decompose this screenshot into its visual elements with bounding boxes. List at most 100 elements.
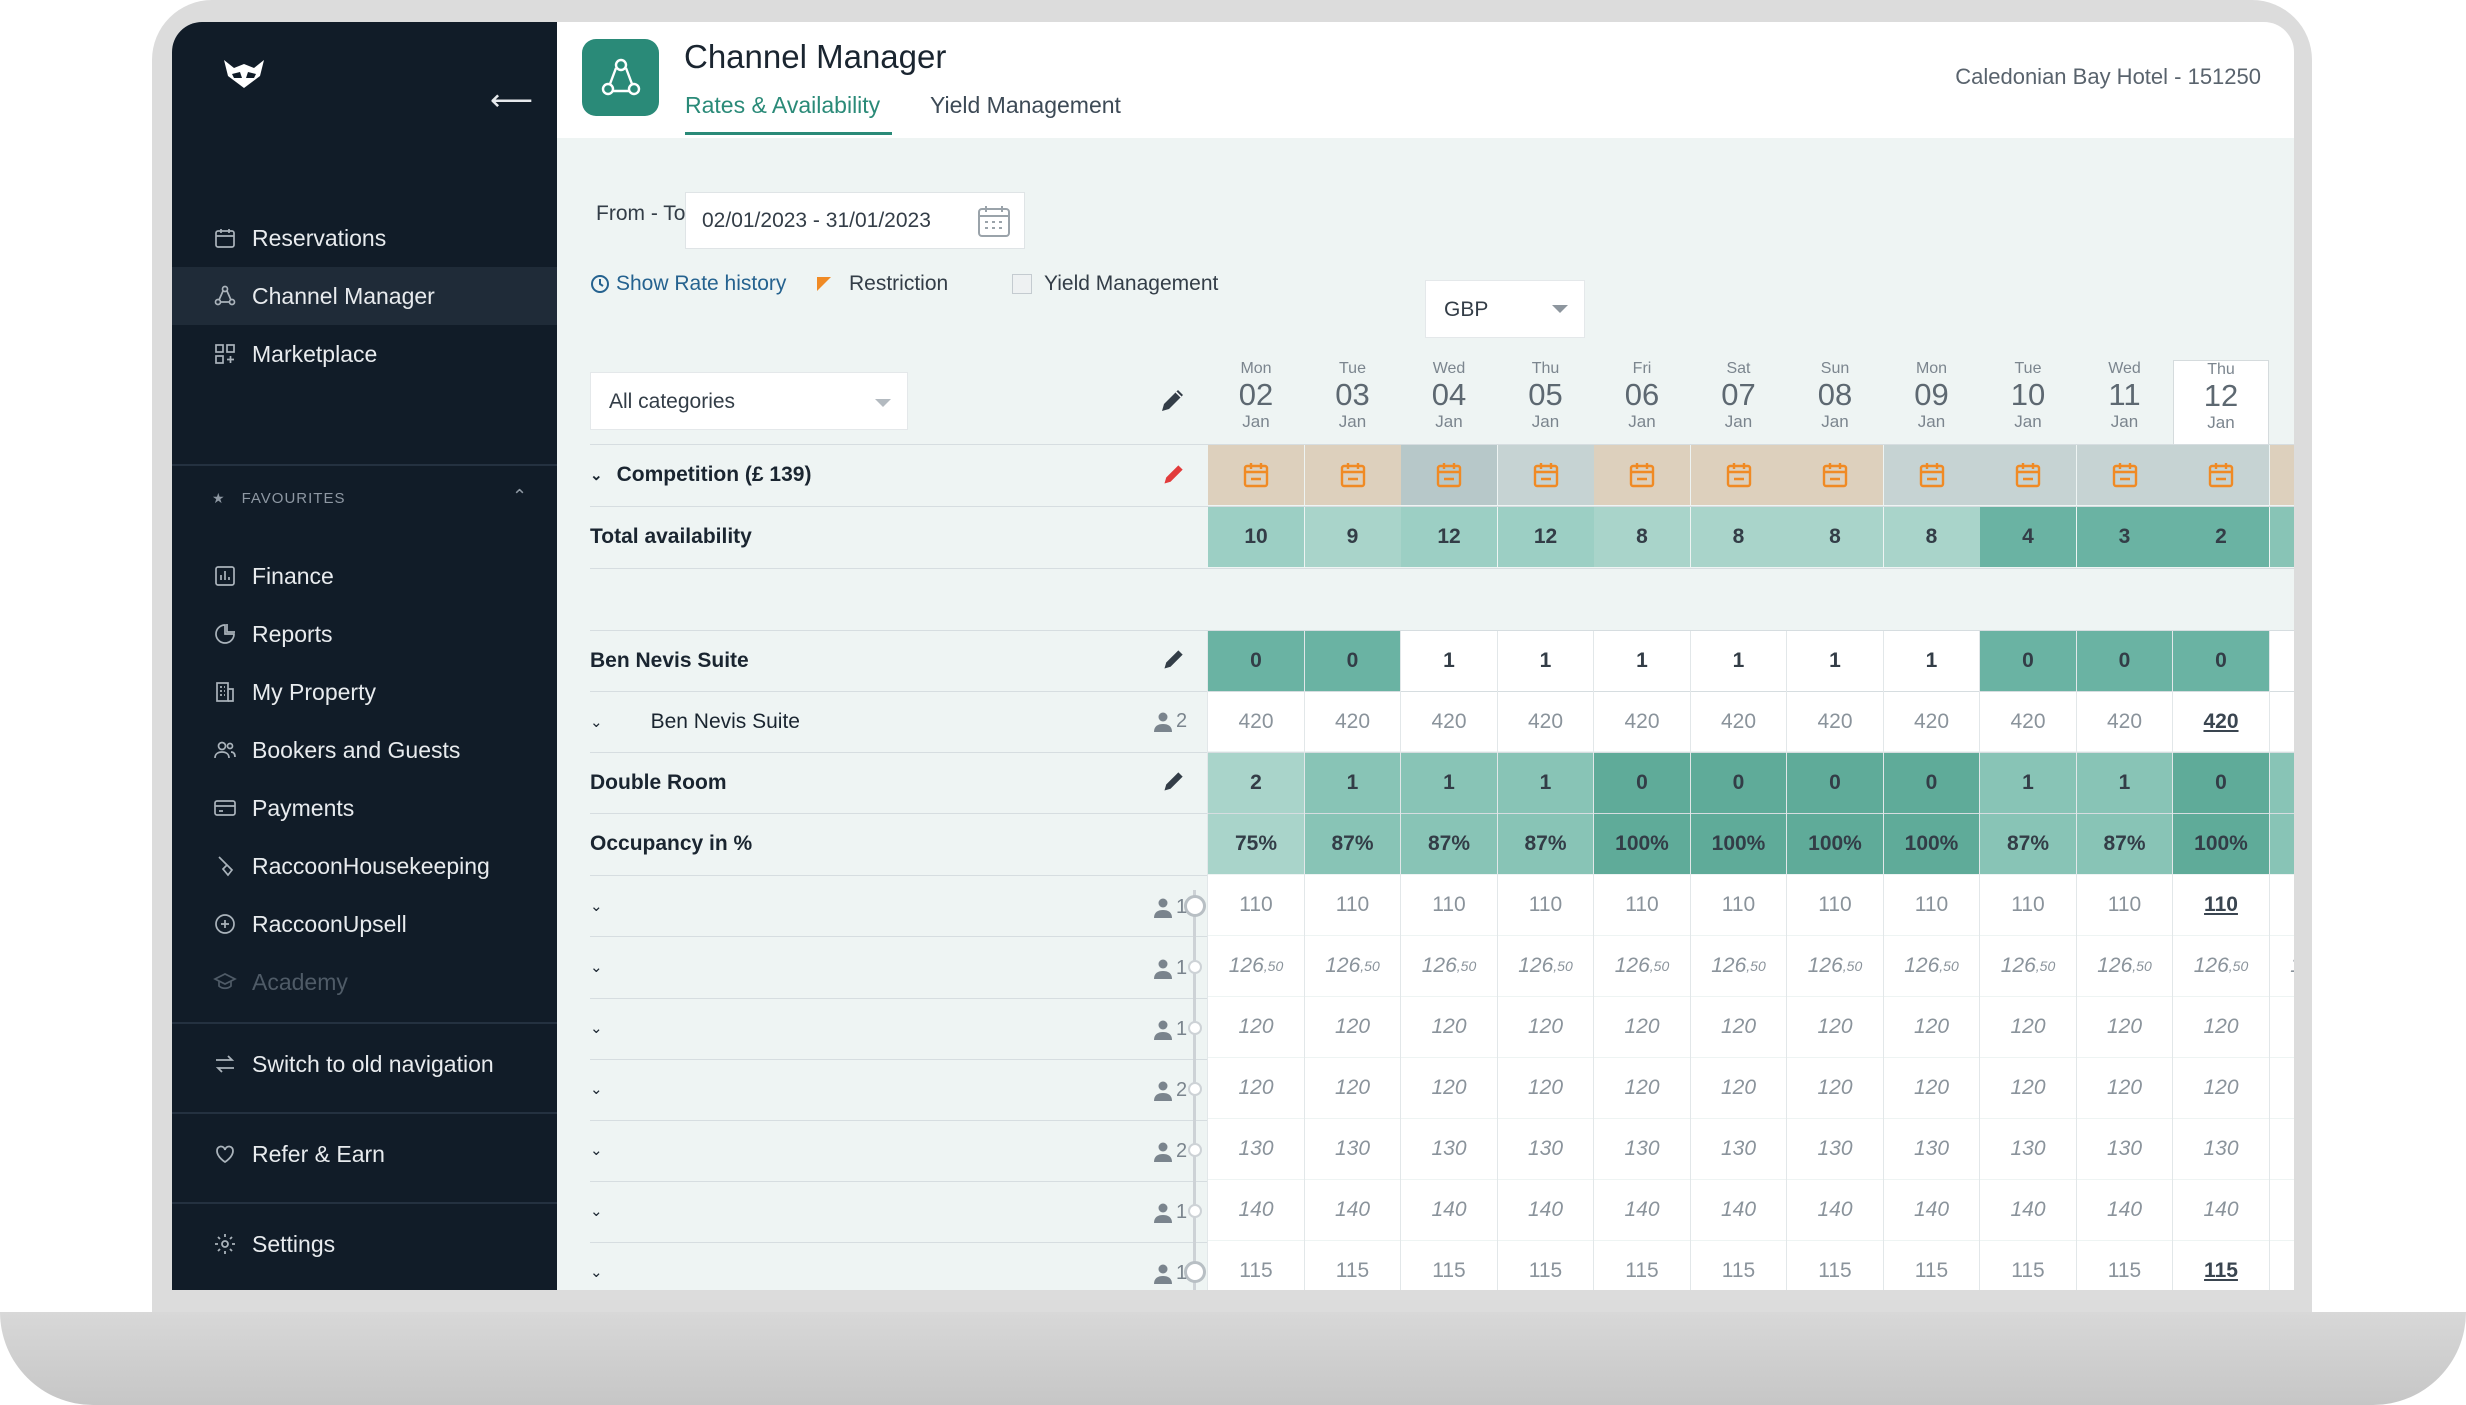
pencil-icon[interactable] <box>1158 385 1188 415</box>
chevron-down-icon[interactable]: ⌄ <box>590 1264 603 1281</box>
sidebar-item-my-property[interactable]: My Property <box>172 663 557 721</box>
sidebar-item-academy[interactable]: Academy <box>172 953 557 1011</box>
rate-cell[interactable]: 420 <box>1401 692 1497 751</box>
rate-cell[interactable]: 120 <box>1980 1058 2076 1118</box>
availability-cell[interactable]: 0 <box>2076 631 2173 691</box>
rate-radio[interactable] <box>1188 1143 1202 1157</box>
rate-cell[interactable]: 140 <box>1594 1180 1690 1240</box>
pencil-icon[interactable] <box>1161 768 1187 799</box>
raccoon-logo[interactable] <box>220 54 268 94</box>
rate-cell[interactable]: 140 <box>1883 1180 1980 1240</box>
sidebar-item-raccoonhousekeeping[interactable]: RaccoonHousekeeping <box>172 837 557 895</box>
rate-cell[interactable]: 130 <box>2269 1119 2294 1179</box>
rate-cell[interactable]: 126,50 <box>1787 936 1883 996</box>
chevron-down-icon[interactable]: ⌄ <box>590 1020 603 1037</box>
rate-cell[interactable]: 140 <box>1787 1180 1883 1240</box>
availability-cell[interactable]: 1 <box>1883 631 1980 691</box>
rate-cell[interactable]: 130 <box>1690 1119 1787 1179</box>
availability-cell[interactable]: 1 <box>2269 631 2294 691</box>
currency-select[interactable]: GBP <box>1425 280 1585 338</box>
rate-cell[interactable]: 110 <box>1304 875 1401 935</box>
rate-cell[interactable]: 120 <box>1690 997 1787 1057</box>
availability-cell[interactable]: 0 <box>2173 631 2269 691</box>
rate-cell[interactable]: 115 <box>2269 1241 2294 1290</box>
availability-cell[interactable]: 0 <box>1883 753 1980 813</box>
rate-cell[interactable]: 110 <box>1208 875 1304 935</box>
rate-cell[interactable]: 420 <box>1787 692 1883 751</box>
sidebar-item-finance[interactable]: Finance <box>172 547 557 605</box>
rate-cell[interactable]: 420 <box>2173 692 2269 751</box>
competition-cell[interactable] <box>1594 445 1690 505</box>
settings[interactable]: Settings <box>172 1215 557 1273</box>
rate-cell[interactable]: 130 <box>2173 1119 2269 1179</box>
availability-cell[interactable]: 2 <box>1208 753 1304 813</box>
rate-cell[interactable]: 126,50 <box>1594 936 1690 996</box>
availability-cell[interactable]: 1 <box>1401 753 1497 813</box>
rate-cell[interactable]: 110 <box>1883 875 1980 935</box>
sidebar-item-channel-manager[interactable]: Channel Manager <box>172 267 557 325</box>
rate-cell[interactable]: 120 <box>2173 1058 2269 1118</box>
rate-cell[interactable]: 420 <box>1208 692 1304 751</box>
rate-cell[interactable]: 115 <box>1883 1241 1980 1290</box>
rate-cell[interactable]: 115 <box>1690 1241 1787 1290</box>
rate-cell[interactable]: 120 <box>1690 1058 1787 1118</box>
rate-cell[interactable]: 140 <box>2173 1180 2269 1240</box>
competition-cell[interactable] <box>1304 445 1401 505</box>
availability-cell[interactable]: 1 <box>1594 631 1690 691</box>
availability-cell[interactable]: 1 <box>2269 753 2294 813</box>
chevron-down-icon[interactable]: ⌄ <box>590 467 603 484</box>
competition-cell[interactable] <box>2173 445 2269 505</box>
yield-management-checkbox[interactable]: Yield Management <box>1012 272 1218 296</box>
rate-cell[interactable]: 126,50 <box>1401 936 1497 996</box>
checkbox[interactable] <box>1012 274 1032 294</box>
rate-cell[interactable]: 110 <box>1594 875 1690 935</box>
rate-cell[interactable]: 120 <box>2076 1058 2173 1118</box>
rate-cell[interactable]: 140 <box>2076 1180 2173 1240</box>
rate-cell[interactable]: 120 <box>2269 1058 2294 1118</box>
rate-cell[interactable]: 140 <box>1304 1180 1401 1240</box>
pencil-icon[interactable] <box>1161 646 1187 677</box>
rate-cell[interactable]: 126,50 <box>1883 936 1980 996</box>
rate-cell[interactable]: 126,50 <box>1497 936 1594 996</box>
rate-cell[interactable]: 120 <box>1883 1058 1980 1118</box>
tab-rates-availability[interactable]: Rates & Availability <box>685 92 881 118</box>
competition-cell[interactable] <box>1208 445 1304 505</box>
rate-cell[interactable]: 110 <box>1690 875 1787 935</box>
rate-cell[interactable]: 120 <box>1980 997 2076 1057</box>
rate-cell[interactable]: 130 <box>1883 1119 1980 1179</box>
rate-cell[interactable]: 115 <box>1787 1241 1883 1290</box>
rate-cell[interactable]: 115 <box>1401 1241 1497 1290</box>
availability-cell[interactable]: 1 <box>1787 631 1883 691</box>
rate-cell[interactable]: 110 <box>2173 875 2269 935</box>
rate-cell[interactable]: 110 <box>1980 875 2076 935</box>
collapse-sidebar-icon[interactable]: ⟵ <box>490 84 534 117</box>
competition-cell[interactable] <box>1787 445 1883 505</box>
availability-cell[interactable]: 1 <box>1304 753 1401 813</box>
competition-cell[interactable] <box>2076 445 2173 505</box>
sidebar-item-raccoonupsell[interactable]: RaccoonUpsell <box>172 895 557 953</box>
chevron-down-icon[interactable]: ⌄ <box>590 1203 603 1220</box>
rate-cell[interactable]: 120 <box>1208 1058 1304 1118</box>
availability-cell[interactable]: 1 <box>2076 753 2173 813</box>
competition-row-label[interactable]: ⌄ Competition (£ 139) <box>590 451 890 499</box>
rate-cell[interactable]: 140 <box>2269 1180 2294 1240</box>
category-select[interactable]: All categories <box>590 372 908 430</box>
rate-cell[interactable]: 120 <box>1497 997 1594 1057</box>
rate-cell[interactable]: 120 <box>1208 997 1304 1057</box>
rate-cell[interactable]: 140 <box>1401 1180 1497 1240</box>
rate-cell[interactable]: 120 <box>2269 997 2294 1057</box>
rate-cell[interactable]: 130 <box>1401 1119 1497 1179</box>
rate-cell[interactable]: 115 <box>1304 1241 1401 1290</box>
rate-cell[interactable]: 115 <box>1594 1241 1690 1290</box>
rate-cell[interactable]: 115 <box>1208 1241 1304 1290</box>
rate-cell[interactable]: 140 <box>1690 1180 1787 1240</box>
rate-cell[interactable]: 126,50 <box>2076 936 2173 996</box>
sidebar-item-reservations[interactable]: Reservations <box>172 209 557 267</box>
rate-radio[interactable] <box>1188 1021 1202 1035</box>
rate-cell[interactable]: 120 <box>2173 997 2269 1057</box>
date-range-input[interactable]: 02/01/2023 - 31/01/2023 <box>685 192 1025 249</box>
rate-cell[interactable]: 115 <box>2076 1241 2173 1290</box>
rate-cell[interactable]: 420 <box>1980 692 2076 751</box>
rate-cell[interactable]: 110 <box>1497 875 1594 935</box>
competition-cell[interactable] <box>2269 445 2294 505</box>
